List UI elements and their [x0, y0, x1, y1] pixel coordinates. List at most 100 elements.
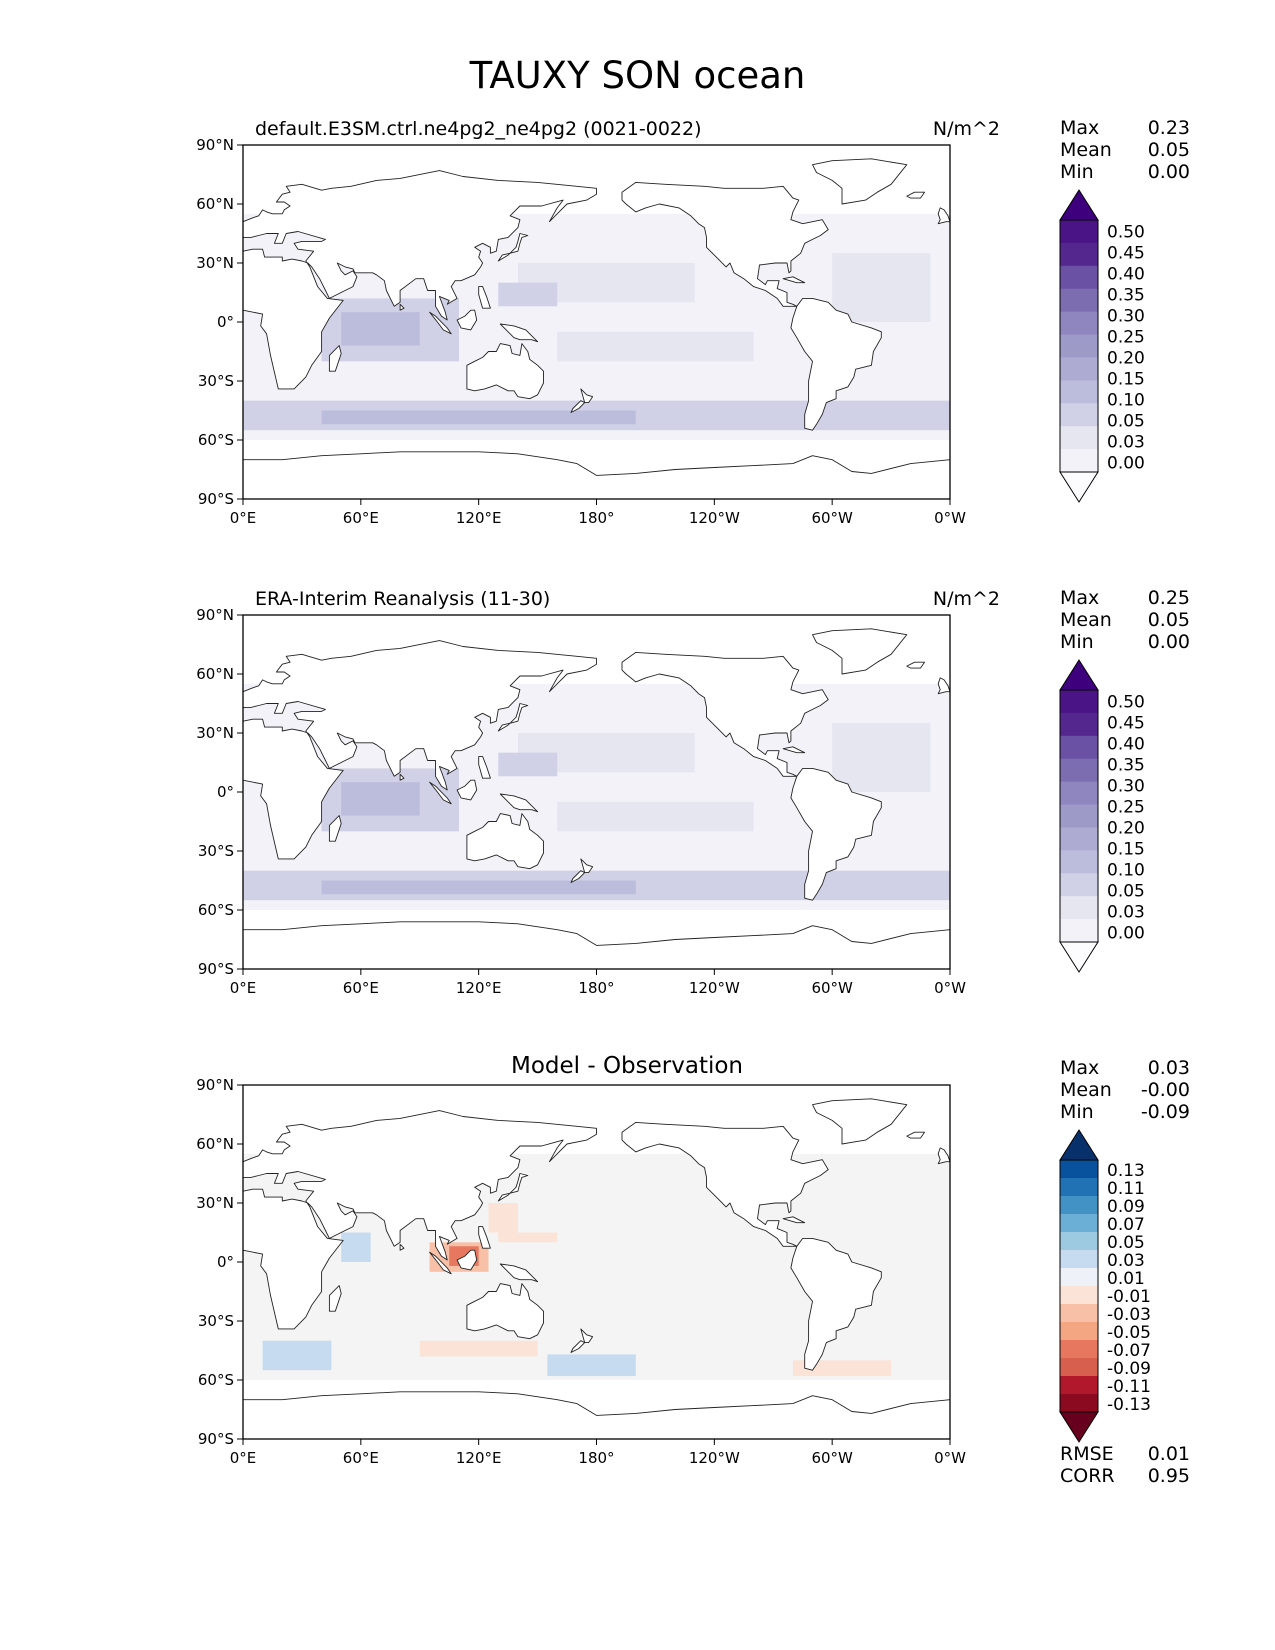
colorbar-tick-label: 0.03	[1107, 903, 1145, 923]
panel-model: default.E3SM.ctrl.ne4pg2_ne4pg2 (0021-00…	[0, 115, 1275, 585]
x-tick-label: 60°E	[343, 509, 379, 527]
y-tick-label: 90°S	[198, 960, 234, 978]
map-axes: 0°E 60°E 120°E 180° 120°W 60°W 0°W 90°N 60°N 30°N…	[196, 606, 966, 997]
colorbar-segment	[1060, 827, 1098, 851]
colorbar-tick-label: 0.00	[1107, 924, 1145, 944]
stat-mean: 0.05	[1147, 139, 1190, 161]
colorbar-segment	[1060, 1250, 1098, 1269]
colorbar-segment	[1060, 403, 1098, 427]
y-tick-label: 60°N	[196, 1135, 234, 1153]
stats-block: Max 0.03 Mean -0.00 Min -0.09	[1060, 1057, 1190, 1123]
colorbar-segment	[1060, 1178, 1098, 1197]
units-label: N/m^2	[932, 588, 1000, 610]
colorbar-segment	[1060, 334, 1098, 358]
colorbar: 0.500.450.400.350.300.250.200.150.100.05…	[1059, 189, 1145, 503]
colorbar-tick-label: 0.05	[1107, 882, 1145, 902]
colorbar-tick-label: -0.11	[1107, 1377, 1151, 1397]
x-tick-label: 120°W	[689, 509, 740, 527]
colorbar-tick-label: 0.00	[1107, 454, 1145, 474]
colorbar-segment	[1060, 690, 1098, 714]
y-tick-label: 60°S	[198, 1371, 234, 1389]
x-tick-label: 0°E	[230, 979, 257, 997]
stat-min: 0.00	[1147, 631, 1190, 653]
stat-max: 0.03	[1147, 1057, 1190, 1079]
colorbar-extend-bottom	[1059, 471, 1099, 503]
x-tick-label: 180°	[578, 1449, 614, 1467]
colorbar-segment	[1060, 426, 1098, 450]
y-tick-label: 60°N	[196, 195, 234, 213]
colorbar-tick-label: 0.01	[1107, 1269, 1145, 1289]
colorbar-segment	[1060, 357, 1098, 381]
x-tick-label: 0°W	[934, 979, 966, 997]
x-tick-label: 60°W	[811, 1449, 853, 1467]
stats-block: Max 0.23 Mean 0.05 Min 0.00	[1060, 117, 1190, 183]
colorbar-tick-label: -0.05	[1107, 1323, 1151, 1343]
map-plot: 0°E 60°E 120°E 180° 120°W 60°W 0°W 90°N 60°N 30°N…	[196, 136, 966, 527]
x-tick-label: 120°W	[689, 1449, 740, 1467]
y-tick-label: 60°S	[198, 901, 234, 919]
colorbar-segment	[1060, 1394, 1098, 1413]
y-tick-label: 90°S	[198, 490, 234, 508]
colorbar-tick-label: 0.50	[1107, 693, 1145, 713]
y-tick-label: 0°	[217, 783, 234, 801]
y-tick-label: 60°N	[196, 665, 234, 683]
colorbar-tick-label: 0.15	[1107, 370, 1145, 390]
colorbar-tick-label: 0.35	[1107, 756, 1145, 776]
colorbar-tick-label: -0.13	[1107, 1395, 1151, 1415]
colorbar-segment	[1060, 1376, 1098, 1395]
y-tick-label: 30°N	[196, 724, 234, 742]
map-axes: 0°E 60°E 120°E 180° 120°W 60°W 0°W 90°N 60°N 30°N…	[196, 1076, 966, 1467]
colorbar-segment	[1060, 1304, 1098, 1323]
stat-corr: 0.95	[1147, 1465, 1190, 1487]
colorbar-tick-label: 0.45	[1107, 714, 1145, 734]
y-tick-label: 30°N	[196, 254, 234, 272]
colorbar-segment	[1060, 242, 1098, 267]
x-tick-label: 60°W	[811, 979, 853, 997]
colorbar-tick-label: 0.13	[1107, 1161, 1145, 1181]
stat-rmse: 0.01	[1147, 1443, 1190, 1465]
colorbar-tick-label: 0.20	[1107, 819, 1145, 839]
colorbar-tick-label: -0.07	[1107, 1341, 1151, 1361]
stat-min: 0.00	[1147, 161, 1190, 183]
colorbar-tick-label: 0.45	[1107, 244, 1145, 264]
colorbar-tick-label: 0.07	[1107, 1215, 1145, 1235]
colorbar-segment	[1060, 1268, 1098, 1287]
colorbar-segment	[1060, 380, 1098, 404]
panel-title: ERA-Interim Reanalysis (11-30)	[255, 588, 551, 610]
colorbar-segment	[1060, 781, 1098, 806]
y-tick-label: 90°N	[196, 1076, 234, 1094]
colorbar-segment	[1060, 758, 1098, 783]
colorbar-tick-label: 0.20	[1107, 349, 1145, 369]
colorbar-segment	[1060, 311, 1098, 336]
stat-max: 0.25	[1147, 587, 1190, 609]
colorbar-segment	[1060, 220, 1098, 244]
y-tick-label: 60°S	[198, 431, 234, 449]
stat-max: 0.23	[1147, 117, 1190, 139]
colorbar-segment	[1060, 850, 1098, 874]
colorbar-segment	[1060, 1286, 1098, 1305]
colorbar-tick-label: 0.09	[1107, 1197, 1145, 1217]
colorbar-segment	[1060, 873, 1098, 897]
x-tick-label: 180°	[578, 509, 614, 527]
panel-title: default.E3SM.ctrl.ne4pg2_ne4pg2 (0021-00…	[255, 118, 702, 140]
x-tick-label: 180°	[578, 979, 614, 997]
colorbar-segment	[1060, 735, 1098, 760]
colorbar-tick-label: -0.01	[1107, 1287, 1151, 1307]
colorbar-segment	[1060, 804, 1098, 828]
x-tick-label: 120°E	[456, 509, 502, 527]
colorbar-extend-top	[1059, 189, 1099, 221]
colorbar-tick-label: 0.40	[1107, 735, 1145, 755]
land-outlines	[242, 158, 951, 476]
panel-title: Model - Observation	[510, 1053, 744, 1079]
page-title: TAUXY SON ocean	[469, 54, 806, 97]
map-plot: 0°E 60°E 120°E 180° 120°W 60°W 0°W 90°N 60°N 30°N…	[196, 1076, 966, 1467]
x-tick-label: 120°E	[456, 1449, 502, 1467]
colorbar-tick-label: 0.05	[1107, 1233, 1145, 1253]
x-tick-label: 60°E	[343, 979, 379, 997]
colorbar: 0.500.450.400.350.300.250.200.150.100.05…	[1059, 659, 1145, 973]
x-tick-label: 0°W	[934, 509, 966, 527]
colorbar-segment	[1060, 265, 1098, 290]
colorbar-extend-top	[1059, 1129, 1099, 1161]
colorbar-segment	[1060, 919, 1098, 943]
map-field	[243, 615, 950, 969]
